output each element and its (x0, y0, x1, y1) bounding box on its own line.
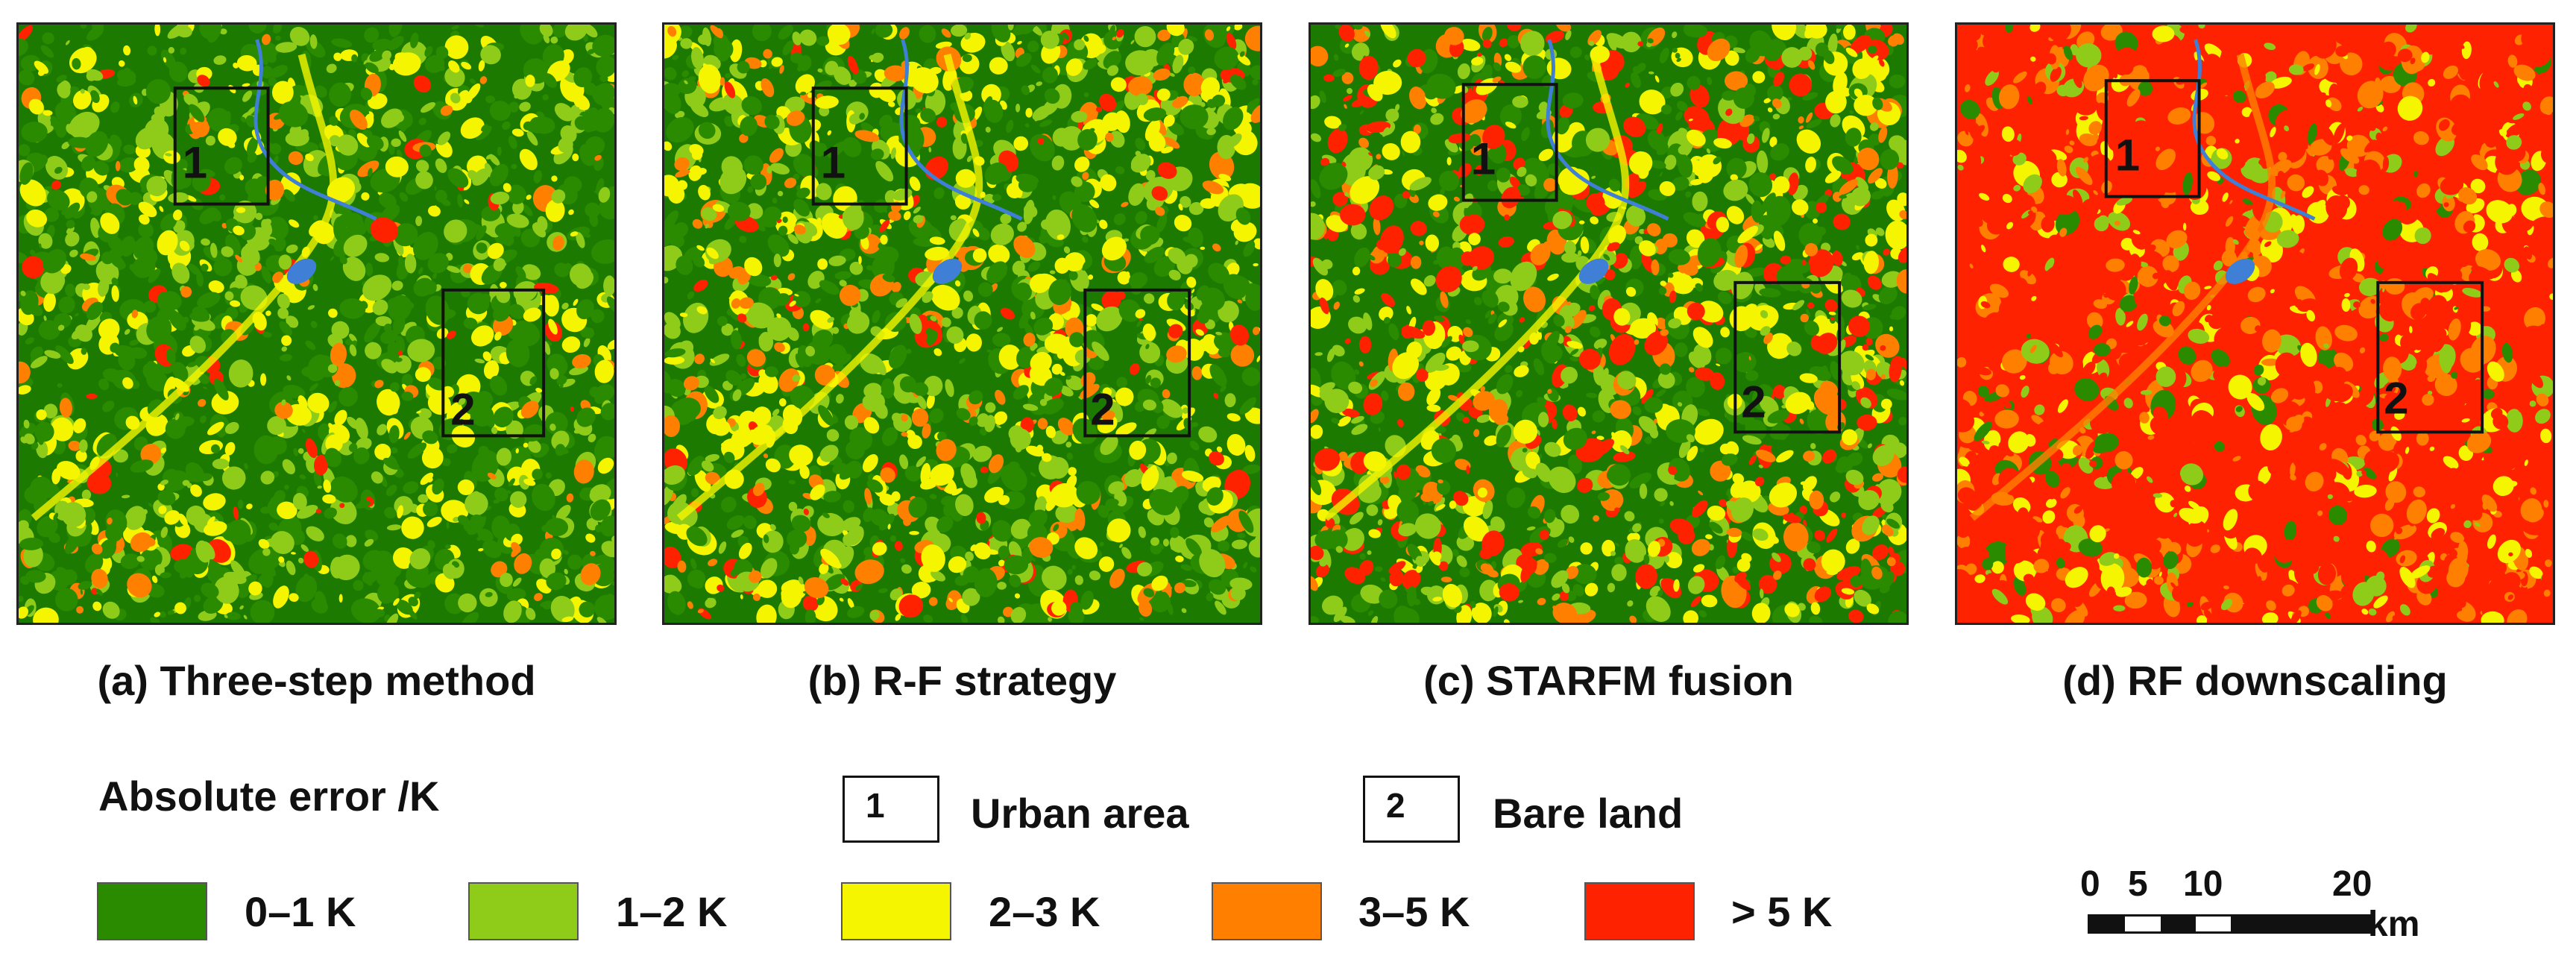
study-box-1 (2104, 79, 2201, 198)
map-panel-a: 1 2 (16, 22, 617, 625)
caption-panel-a: (a) Three-step method (97, 657, 536, 704)
study-box-1 (173, 87, 270, 206)
study-box-1 (1461, 83, 1558, 202)
study-box-2 (2376, 280, 2484, 434)
legend-swatch-3-5 (1212, 882, 1322, 940)
map-panel-c: 1 2 (1309, 22, 1909, 625)
map-d-raster: 1 2 (1957, 25, 2553, 623)
study-box-1 (811, 87, 908, 206)
legend-swatch-5-plus (1584, 882, 1695, 940)
study-box-2-number: 2 (1090, 384, 1115, 434)
legend-title: Absolute error /K (98, 773, 440, 820)
legend-box-key-1: 1 (843, 776, 939, 843)
study-box-1-number: 1 (821, 137, 845, 187)
study-box-1-number: 1 (183, 137, 207, 187)
scale-bar-segments (2088, 914, 2374, 934)
caption-panel-d: (d) RF downscaling (2062, 657, 2448, 704)
map-c-raster: 1 2 (1311, 25, 1906, 623)
caption-panel-b: (b) R-F strategy (807, 657, 1117, 704)
map-panel-d: 1 2 (1955, 22, 2555, 625)
caption-panel-c: (c) STARFM fusion (1423, 657, 1794, 704)
legend-swatch-1-2 (468, 882, 579, 940)
study-box-2-number: 2 (1741, 377, 1766, 427)
study-box-1-number: 1 (2115, 130, 2140, 180)
map-a-raster: 1 2 (19, 25, 614, 623)
legend-swatch-2-3 (841, 882, 951, 940)
scale-tick-20: 20 (2332, 864, 2372, 904)
legend-swatch-0-1 (97, 882, 207, 940)
scale-tick-10: 10 (2183, 864, 2223, 904)
study-box-2 (1083, 288, 1191, 438)
study-box-2 (1733, 280, 1842, 434)
scale-bar: 0 5 10 20 km (2080, 864, 2431, 953)
legend-box-label-2: Bare land (1493, 790, 1684, 837)
map-b-raster: 1 2 (664, 25, 1260, 623)
legend-label-3-5: 3–5 K (1358, 888, 1470, 935)
legend-box-label-1: Urban area (971, 790, 1189, 837)
legend-box-key-2: 2 (1363, 776, 1460, 843)
legend-label-2-3: 2–3 K (989, 888, 1100, 935)
legend-label-0-1: 0–1 K (245, 888, 356, 935)
study-box-1-number: 1 (1471, 133, 1496, 183)
scale-tick-0: 0 (2080, 864, 2100, 904)
study-box-2-number: 2 (2384, 373, 2408, 423)
study-box-2 (441, 288, 546, 438)
map-panel-b: 1 2 (662, 22, 1262, 625)
legend-label-1-2: 1–2 K (616, 888, 728, 935)
study-box-2-number: 2 (450, 384, 475, 434)
scale-tick-5: 5 (2128, 864, 2148, 904)
scale-unit: km (2368, 905, 2420, 944)
legend-label-5-plus: > 5 K (1731, 888, 1833, 935)
